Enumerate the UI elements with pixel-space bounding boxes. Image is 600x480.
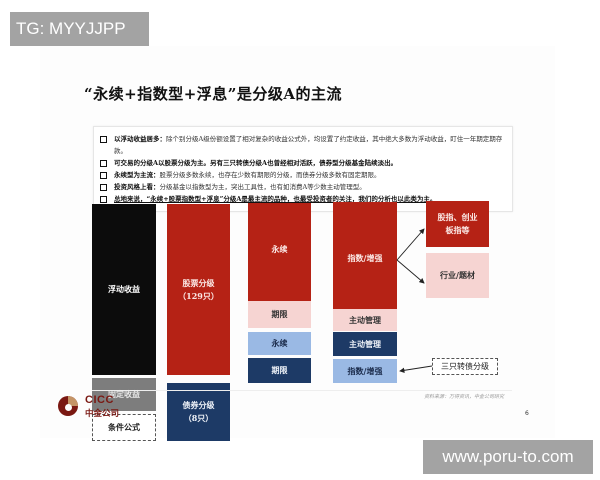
slide-title: “永续+指数型+浮息”是分级A的主流 xyxy=(84,85,343,103)
page-number: 6 xyxy=(525,410,529,417)
perpetual-bond-box: 永续 xyxy=(248,332,311,355)
stock-index-box: 股指、创业 板指等 xyxy=(426,201,489,247)
industry-theme-box: 行业/题材 xyxy=(426,253,489,298)
term-equity-box: 期限 xyxy=(248,301,311,328)
checkbox-bullet-icon xyxy=(100,160,107,167)
equity-tiered-box: 股票分级 （129只） xyxy=(167,204,230,375)
bullet-text: 股票分级多数永续，也存在少数有期限的分级，而债券分级多数有固定期限。 xyxy=(159,171,381,179)
bullet-key: 投资风格上看： xyxy=(114,183,160,191)
checkbox-bullet-icon xyxy=(100,136,107,143)
bullet-key: 以浮动收益居多： xyxy=(114,135,166,143)
stock-index-label-1: 股指、创业 xyxy=(437,212,478,222)
bullet-item-summary: 总地来说，“永续+股票指数型+浮息”分级A是最主流的品种，也最受投资者的关注，我… xyxy=(100,193,506,205)
checkbox-bullet-icon xyxy=(100,172,107,179)
watermark-top: TG: MYYJJPP xyxy=(10,12,149,46)
logo-text-en: CICC xyxy=(85,394,114,406)
floating-return-box: 浮动收益 xyxy=(92,204,156,375)
logo-text-cn: 中金公司 xyxy=(85,409,120,419)
index-enhanced-equity-box: 指数/增强 xyxy=(333,202,397,315)
bond-tiered-count: （8只） xyxy=(183,413,214,423)
bullet-item: 永续型为主流：股票分级多数永续，也存在少数有期限的分级，而债券分级多数有固定期限… xyxy=(100,169,506,181)
term-bond-box: 期限 xyxy=(248,358,311,383)
bullet-text: 除个别分级A级份额设置了相对复杂的收益公式外，均设置了约定收益，其中绝大多数为浮… xyxy=(114,135,503,155)
stock-index-label-2: 板指等 xyxy=(445,225,470,235)
source-note: 资料来源：万得资讯，中金公司研究 xyxy=(424,394,505,400)
bullet-item: 以浮动收益居多：除个别分级A级份额设置了相对复杂的收益公式外，均设置了约定收益，… xyxy=(100,133,506,157)
bullet-item: 可交易的分级A以股票分级为主。另有三只转债分级A也曾经相对活跃，债券型分级基金陆… xyxy=(100,157,506,169)
perpetual-equity-box: 永续 xyxy=(248,203,311,308)
bullet-text: 另有三只转债分级A也曾经相对活跃，债券型分级基金陆续淡出。 xyxy=(210,159,398,167)
checkbox-bullet-icon xyxy=(100,196,107,203)
conditional-formula-box: 条件公式 xyxy=(92,414,156,441)
checkbox-bullet-icon xyxy=(100,184,107,191)
bullet-text: 总地来说，“永续+股票指数型+浮息”分级A是最主流的品种，也最受投资者的关注，我… xyxy=(114,195,437,203)
bond-tiered-box: 债券分级 （8只） xyxy=(167,383,230,441)
bullet-text: 分级基金以指数型为主，突出工具性，也有如消费A等少数主动管理型。 xyxy=(159,183,366,191)
equity-tiered-label: 股票分级 xyxy=(182,277,215,288)
equity-tiered-count: （129只） xyxy=(178,290,219,301)
cicc-logo-icon xyxy=(58,396,78,416)
bullet-key: 可交易的分级A以股票分级为主。 xyxy=(114,159,211,167)
convertible-bond-note-box: 三只转债分级 xyxy=(432,358,498,375)
arrow-to-stock-index-icon xyxy=(396,228,425,261)
bond-tiered-label: 债券分级 xyxy=(182,400,215,410)
watermark-bottom: www.poru-to.com xyxy=(423,440,593,474)
bullet-key: 永续型为主流： xyxy=(114,171,160,179)
fixed-return-box: 固定收益 xyxy=(92,378,156,411)
footer-divider xyxy=(92,390,512,391)
arrow-to-index-bond-icon xyxy=(399,365,433,373)
active-management-equity-box: 主动管理 xyxy=(333,309,397,331)
arrow-to-industry-icon xyxy=(396,259,425,284)
bullet-box: 以浮动收益居多：除个别分级A级份额设置了相对复杂的收益公式外，均设置了约定收益，… xyxy=(93,126,513,212)
bullet-item: 投资风格上看：分级基金以指数型为主，突出工具性，也有如消费A等少数主动管理型。 xyxy=(100,181,506,193)
index-enhanced-bond-box: 指数/增强 xyxy=(333,359,397,383)
active-management-bond-box: 主动管理 xyxy=(333,332,397,356)
